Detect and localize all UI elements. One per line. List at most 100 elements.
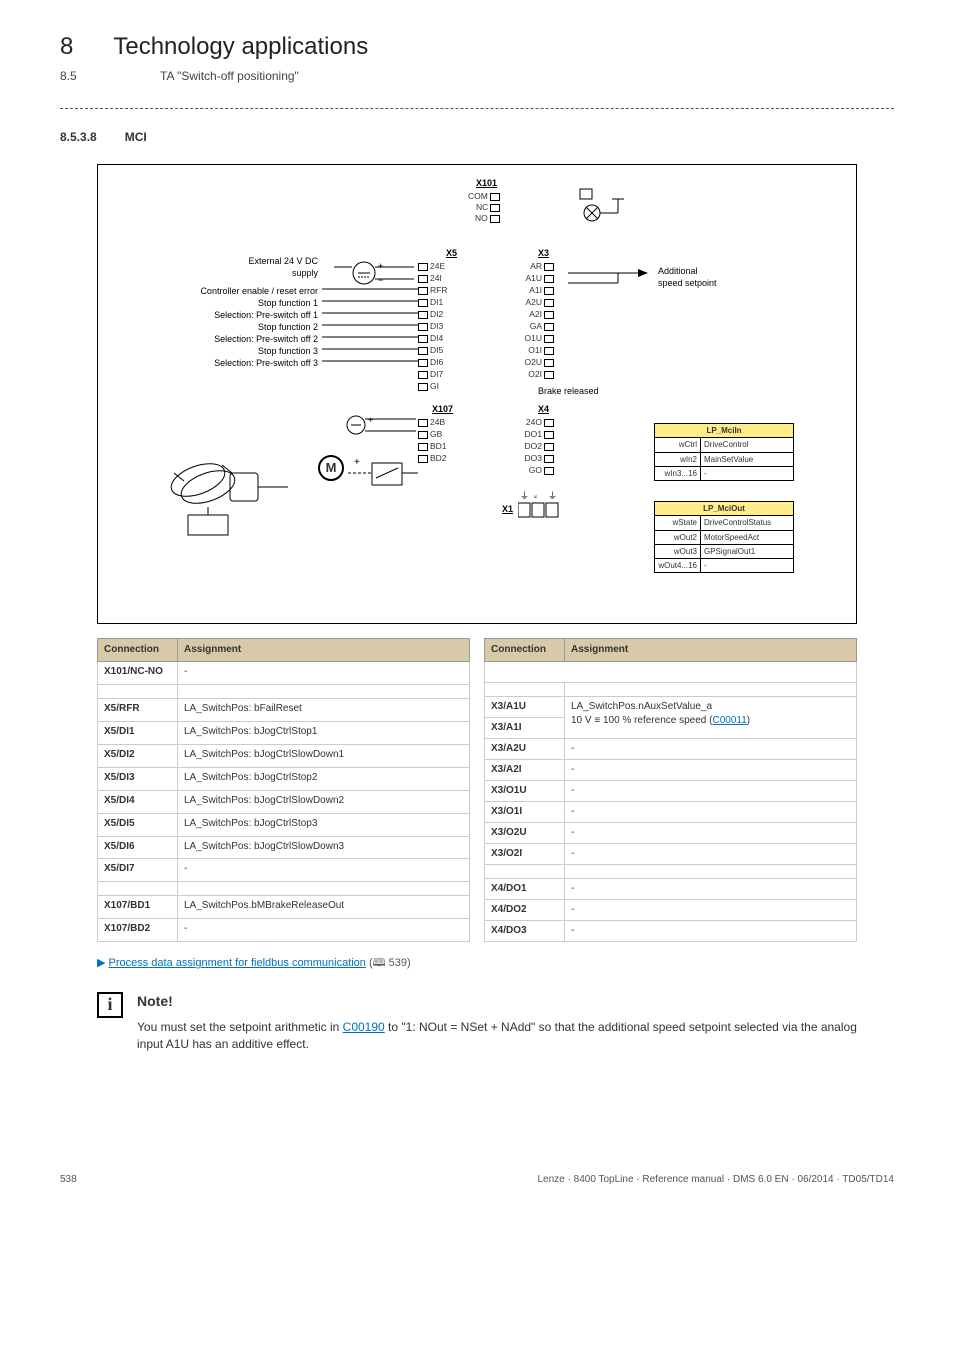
section-title: MCI xyxy=(125,129,147,146)
code-link[interactable]: C00190 xyxy=(343,1020,385,1034)
table-row: X3/O1I- xyxy=(485,802,857,823)
table-row: X5/DI6LA_SwitchPos: bJogCtrlSlowDown3 xyxy=(98,836,470,859)
svg-text:⏓: ⏓ xyxy=(534,491,537,501)
section-heading: 8.5.3.8 MCI xyxy=(60,129,894,146)
x107-terminal: 24B xyxy=(418,417,445,429)
page-header: 8 Technology applications xyxy=(60,30,894,64)
x4-terminal: DO2 xyxy=(518,441,554,453)
x3-terminal: A1U xyxy=(518,273,554,285)
table-row: X4/DO3- xyxy=(485,921,857,942)
table-row: X3/A2I- xyxy=(485,760,857,781)
mciin-table: LP_MciIn wCtrlDriveControlwIn2MainSetVal… xyxy=(654,423,794,481)
table-row: X5/DI7- xyxy=(98,859,470,882)
table-row xyxy=(98,882,470,896)
x4-title: X4 xyxy=(538,403,549,416)
chapter-number: 8 xyxy=(60,30,73,64)
process-data-link[interactable]: Process data assignment for fieldbus com… xyxy=(109,957,366,969)
sub-number: 8.5 xyxy=(60,68,120,85)
x107-terminal: BD1 xyxy=(418,441,447,453)
table-row: X107/BD1LA_SwitchPos.bMBrakeReleaseOut xyxy=(98,896,470,919)
x1-title: X1 xyxy=(502,503,513,516)
table-row: X3/O2U- xyxy=(485,823,857,844)
table-row xyxy=(98,685,470,699)
x3-title: X3 xyxy=(538,247,549,260)
table-row: X3/A1ULA_SwitchPos.nAuxSetValue_a10 V ≡ … xyxy=(485,697,857,718)
table-row: X3/O1U- xyxy=(485,781,857,802)
table-row xyxy=(485,683,857,697)
x4-terminal: DO1 xyxy=(518,429,554,441)
svg-text:⏚: ⏚ xyxy=(548,491,557,501)
svg-text:−: − xyxy=(378,275,383,285)
col-connection: Connection xyxy=(98,639,178,662)
x5-title: X5 xyxy=(446,247,457,260)
x107-title: X107 xyxy=(432,403,453,416)
x5-terminal: DI4 xyxy=(418,333,443,345)
svg-text:+: + xyxy=(354,457,360,468)
x3-terminal: A2U xyxy=(518,297,554,309)
x107-terminal: GB xyxy=(418,429,442,441)
col-assignment: Assignment xyxy=(178,639,470,662)
x5-terminal: GI xyxy=(418,381,439,393)
process-data-link-line: ▶ Process data assignment for fieldbus c… xyxy=(97,956,857,971)
x107-terminal: BD2 xyxy=(418,453,447,465)
table-row: X4/DO1- xyxy=(485,879,857,900)
mciout-table: LP_MciOut wStateDriveControlStatuswOut2M… xyxy=(654,501,794,573)
table-row xyxy=(485,865,857,879)
x3-terminal: GA xyxy=(518,321,554,333)
x4-terminal: GO xyxy=(518,465,554,477)
table-row: X3/O2I- xyxy=(485,844,857,865)
x5-terminal: DI5 xyxy=(418,345,443,357)
left-connection-table: Connection Assignment X101/NC-NO- X5/RFRL… xyxy=(97,638,470,942)
table-row: X101/NC-NO- xyxy=(98,662,470,685)
sub-title: TA "Switch-off positioning" xyxy=(160,68,299,85)
table-row: X107/BD2- xyxy=(98,919,470,942)
right-connection-table: Connection Assignment X3/A1ULA_SwitchPos… xyxy=(484,638,857,942)
motor-symbol: M xyxy=(318,455,344,481)
x3-terminal: O2I xyxy=(518,369,554,381)
note-text: You must set the setpoint arithmetic in … xyxy=(137,1019,857,1053)
divider xyxy=(60,108,894,109)
wiring-diagram: X101 COM NC NO External 24 V DC supply C… xyxy=(97,164,857,624)
x5-terminal: DI6 xyxy=(418,357,443,369)
x3-terminal: A1I xyxy=(518,285,554,297)
triangle-icon: ▶ xyxy=(97,957,109,969)
connection-tables: Connection Assignment X101/NC-NO- X5/RFRL… xyxy=(97,638,857,942)
svg-text:+: + xyxy=(368,415,373,425)
table-row: X5/DI5LA_SwitchPos: bJogCtrlStop3 xyxy=(98,813,470,836)
x3-terminal: A2I xyxy=(518,309,554,321)
x101-title: X101 xyxy=(476,177,497,190)
note-block: i Note! You must set the setpoint arithm… xyxy=(97,992,857,1053)
table-row: X5/DI2LA_SwitchPos: bJogCtrlSlowDown1 xyxy=(98,744,470,767)
x5-terminal: DI3 xyxy=(418,321,443,333)
subheader: 8.5 TA "Switch-off positioning" xyxy=(60,68,894,85)
table-row xyxy=(485,662,857,683)
table-row: X3/A2U- xyxy=(485,739,857,760)
page-number: 538 xyxy=(60,1173,77,1187)
x4-terminal: DO3 xyxy=(518,453,554,465)
table-row: X5/DI1LA_SwitchPos: bJogCtrlStop1 xyxy=(98,722,470,745)
x5-terminal: DI1 xyxy=(418,297,443,309)
x5-terminal: DI7 xyxy=(418,369,443,381)
x5-terminal: 24I xyxy=(418,273,442,285)
table-row: X5/DI4LA_SwitchPos: bJogCtrlSlowDown2 xyxy=(98,790,470,813)
code-link[interactable]: C00011 xyxy=(712,715,746,726)
x5-terminal: 24E xyxy=(418,261,445,273)
note-heading: Note! xyxy=(137,992,857,1012)
x5-terminal: DI2 xyxy=(418,309,443,321)
x3-terminal: O2U xyxy=(518,357,554,369)
x4-terminal: 24O xyxy=(518,417,554,429)
section-number: 8.5.3.8 xyxy=(60,129,97,146)
table-row: X5/DI3LA_SwitchPos: bJogCtrlStop2 xyxy=(98,767,470,790)
col-connection: Connection xyxy=(485,639,565,662)
page-footer: 538 Lenze · 8400 TopLine · Reference man… xyxy=(60,1173,894,1187)
doc-id: Lenze · 8400 TopLine · Reference manual … xyxy=(538,1173,895,1187)
table-row: X5/RFRLA_SwitchPos: bFailReset xyxy=(98,699,470,722)
x3-terminal: O1U xyxy=(518,333,554,345)
info-icon: i xyxy=(97,992,123,1018)
svg-text:⏚: ⏚ xyxy=(520,491,529,501)
col-assignment: Assignment xyxy=(565,639,857,662)
svg-text:+: + xyxy=(378,261,383,271)
x3-terminal: O1I xyxy=(518,345,554,357)
table-row: X4/DO2- xyxy=(485,900,857,921)
chapter-title: Technology applications xyxy=(113,30,368,64)
